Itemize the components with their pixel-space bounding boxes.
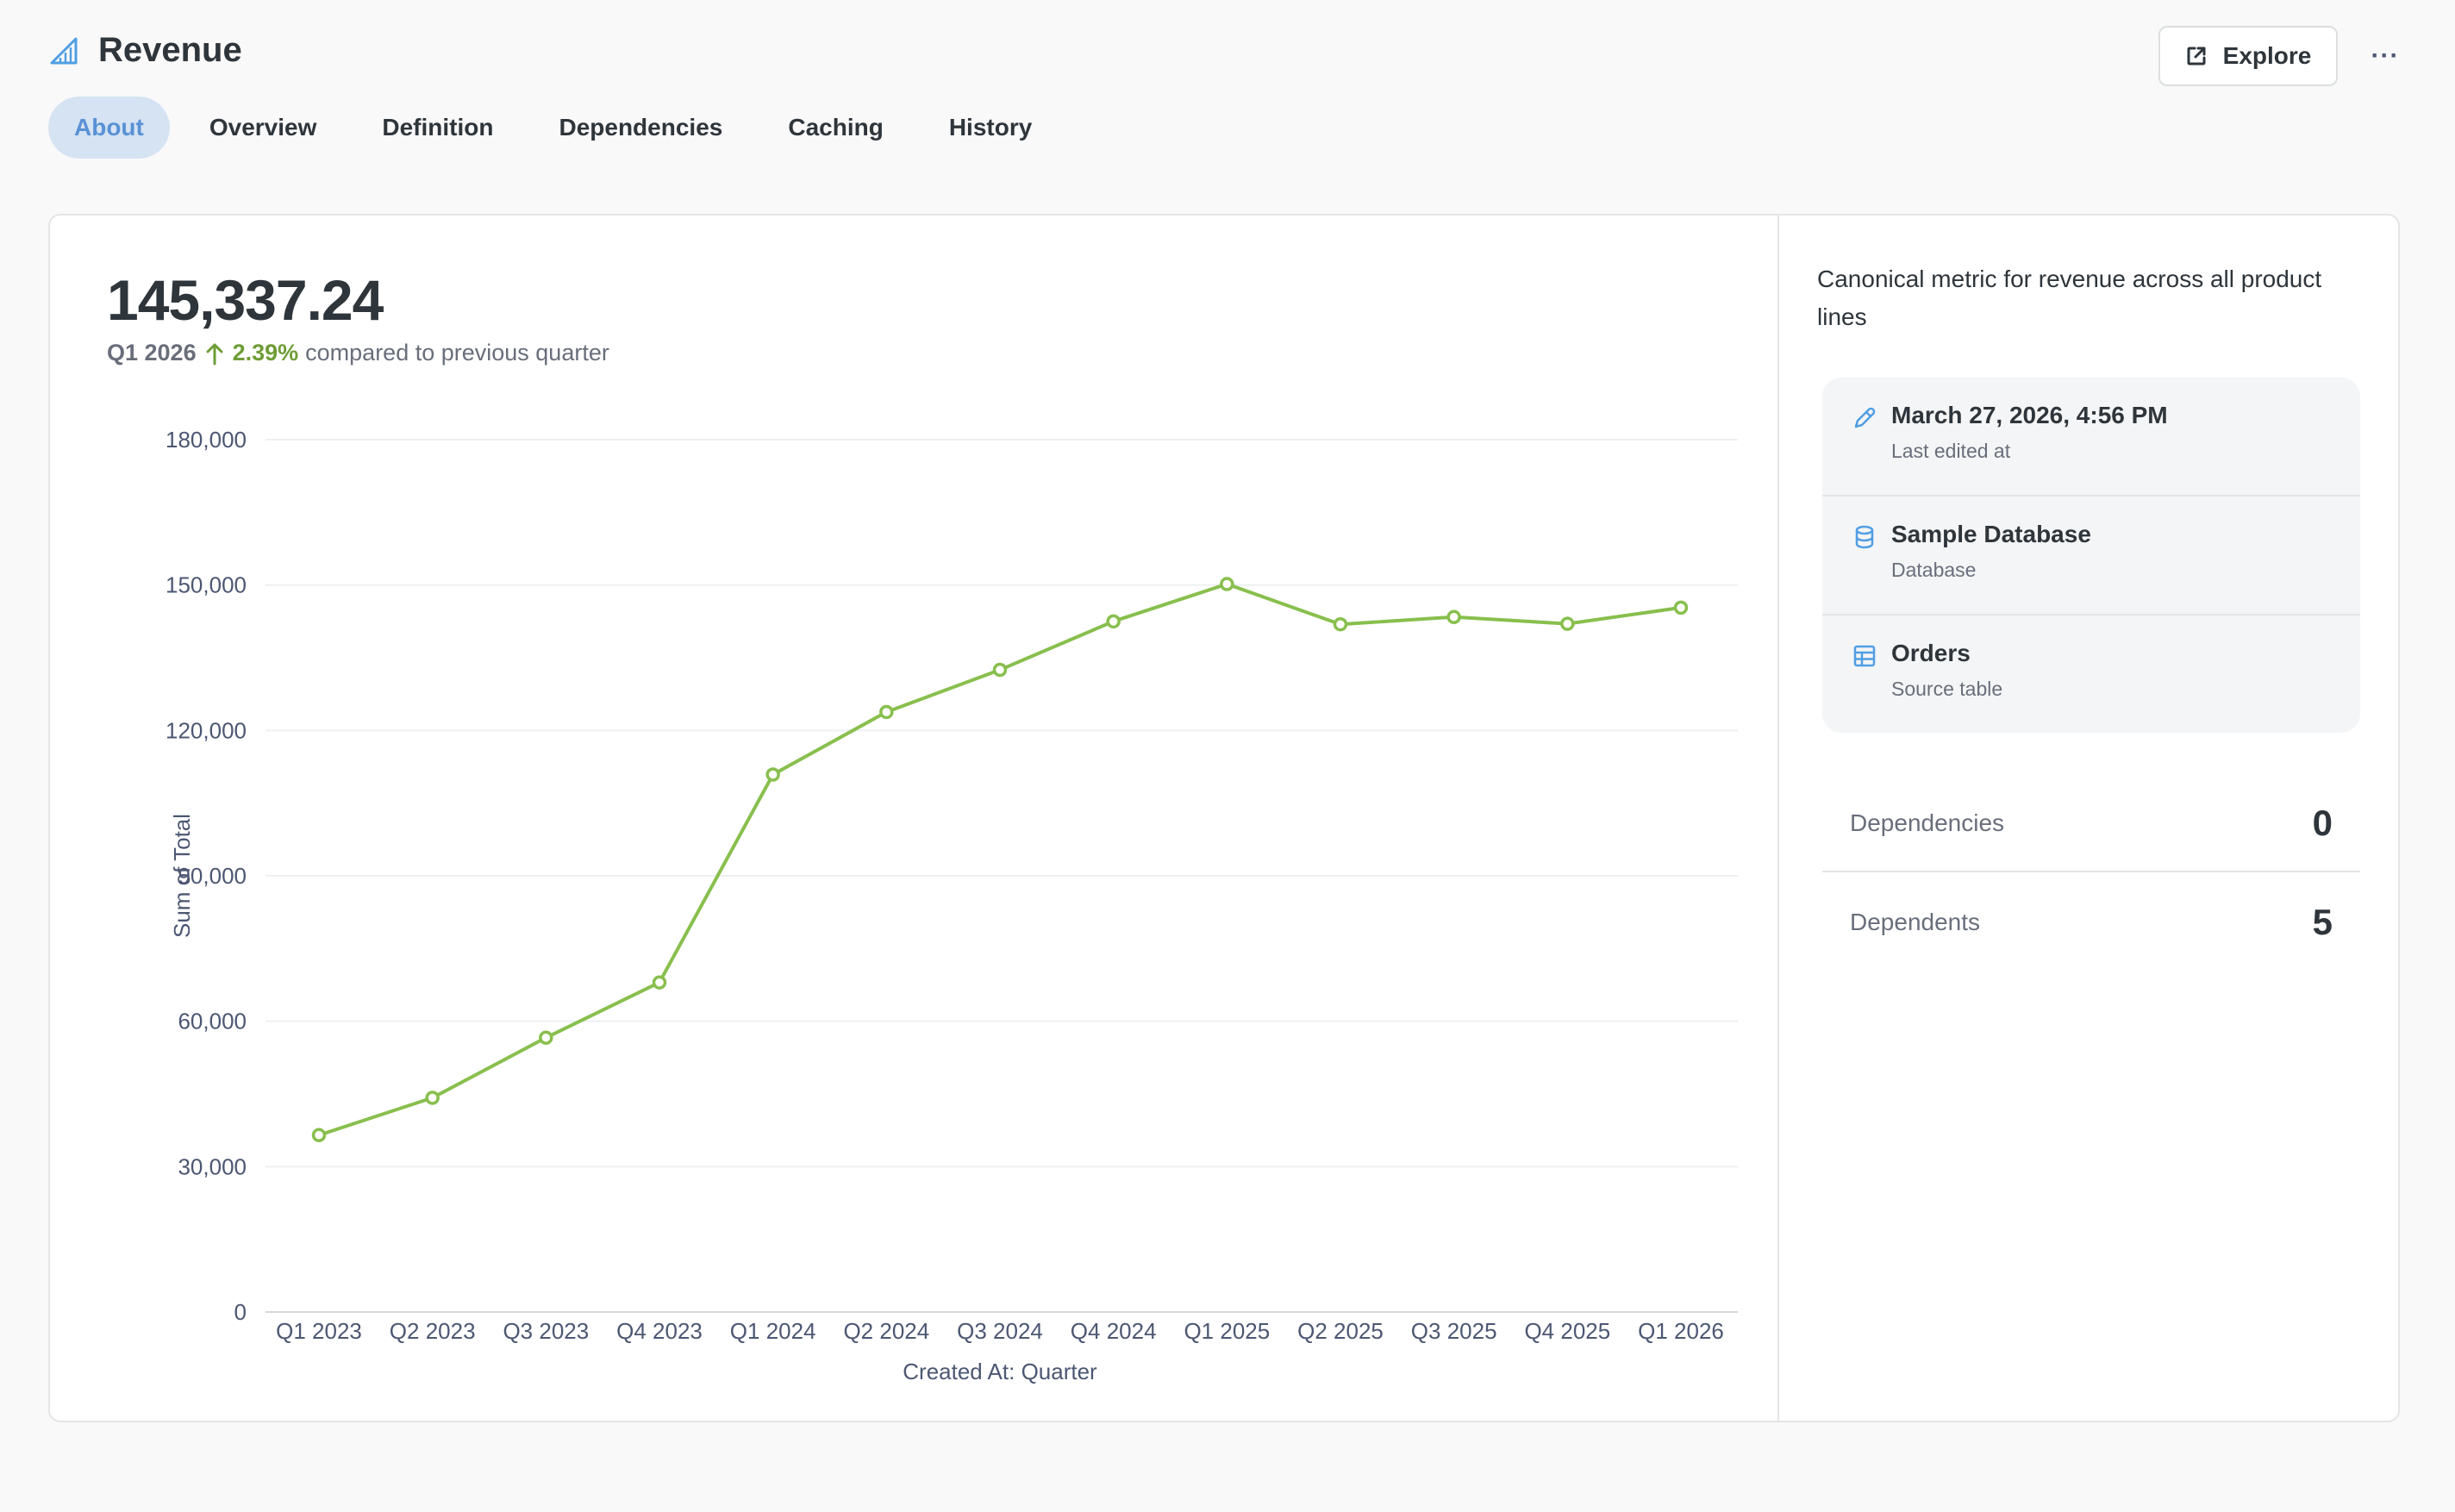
info-box: March 27, 2026, 4:56 PM Last edited at S… — [1822, 378, 2360, 733]
data-point — [765, 767, 780, 782]
explore-label: Explore — [2222, 42, 2312, 69]
dependents-count: 5 — [2312, 902, 2333, 942]
tab-overview[interactable]: Overview — [209, 114, 317, 141]
dependents-label: Dependents — [1850, 909, 1981, 935]
explore-button[interactable]: Explore — [2158, 26, 2338, 86]
x-tick-label: Q1 2025 — [1184, 1318, 1270, 1344]
data-point — [1220, 577, 1234, 591]
source-table-value: Orders — [1891, 640, 1971, 666]
x-tick-label: Q4 2025 — [1524, 1318, 1610, 1344]
stat-dependencies[interactable]: Dependencies 0 — [1822, 776, 2360, 872]
x-tick-label: Q2 2025 — [1297, 1318, 1384, 1344]
data-point — [1446, 609, 1461, 625]
x-tick-label: Q1 2026 — [1638, 1318, 1724, 1344]
x-tick-label: Q4 2024 — [1071, 1318, 1157, 1344]
x-axis-label: Created At: Quarter — [903, 1359, 1097, 1384]
title-group: Revenue — [48, 31, 242, 70]
info-row-database[interactable]: Sample Database Database — [1822, 495, 2360, 612]
data-point — [1333, 616, 1348, 632]
info-row-source-table[interactable]: Orders Source table — [1822, 614, 2360, 731]
page-title: Revenue — [98, 31, 242, 69]
x-tick-label: Q4 2023 — [616, 1318, 703, 1344]
y-tick-label: 90,000 — [178, 863, 247, 889]
x-tick-label: Q3 2025 — [1411, 1318, 1497, 1344]
data-point — [1560, 616, 1575, 631]
metric-card: 145,337.24 Q1 2026 2.39% compared to pre… — [48, 214, 2400, 1422]
metric-icon — [50, 37, 78, 64]
pencil-icon — [1854, 407, 1876, 428]
data-point — [992, 662, 1008, 678]
chart-pane: 145,337.24 Q1 2026 2.39% compared to pre… — [50, 216, 1779, 1421]
x-tick-label: Q2 2024 — [843, 1318, 929, 1344]
y-tick-label: 120,000 — [166, 717, 247, 743]
database-value: Sample Database — [1891, 521, 2091, 547]
y-tick-label: 150,000 — [166, 572, 247, 598]
tab-caching[interactable]: Caching — [788, 114, 884, 141]
x-tick-label: Q1 2023 — [276, 1318, 362, 1344]
info-row-last-edited: March 27, 2026, 4:56 PM Last edited at — [1822, 378, 2360, 495]
data-point — [652, 975, 667, 990]
stat-dependents[interactable]: Dependents 5 — [1822, 874, 2360, 971]
tab-history[interactable]: History — [948, 114, 1033, 141]
arrow-up-icon — [206, 343, 223, 365]
comparison-period: Q1 2026 — [107, 340, 197, 366]
data-point — [1673, 600, 1689, 615]
tab-bar: About Overview Definition Dependencies C… — [48, 97, 1068, 159]
data-point — [539, 1030, 553, 1046]
source-table-label: Source table — [1891, 678, 2003, 700]
database-icon — [1855, 525, 1874, 549]
y-tick-label: 30,000 — [178, 1153, 247, 1179]
table-icon — [1853, 645, 1876, 667]
y-axis-label: Sum of Total — [169, 814, 195, 938]
metric-comparison: Q1 2026 2.39% compared to previous quart… — [107, 340, 609, 366]
database-label: Database — [1891, 559, 1977, 581]
external-link-icon — [2187, 47, 2206, 66]
last-edited-label: Last edited at — [1891, 440, 2011, 462]
more-options-button[interactable]: ··· — [2364, 34, 2407, 78]
y-tick-label: 60,000 — [178, 1009, 247, 1034]
x-tick-label: Q1 2024 — [730, 1318, 816, 1344]
y-tick-label: 180,000 — [166, 427, 247, 453]
x-tick-label: Q2 2023 — [390, 1318, 476, 1344]
tab-dependencies[interactable]: Dependencies — [559, 114, 723, 141]
change-percent: 2.39% — [232, 340, 299, 366]
revenue-line-chart: 0 30,000 60,000 90,000 120,000 150,000 180,000… — [166, 427, 1738, 1384]
tab-definition[interactable]: Definition — [382, 114, 494, 141]
dependencies-label: Dependencies — [1850, 809, 2005, 836]
x-tick-label: Q3 2023 — [503, 1318, 589, 1344]
metric-value: 145,337.24 — [107, 268, 384, 332]
y-tick-label: 0 — [234, 1299, 247, 1325]
ellipsis-icon: ··· — [2371, 41, 2400, 70]
x-tick-label: Q3 2024 — [957, 1318, 1043, 1344]
tab-about[interactable]: About — [48, 97, 170, 159]
change-text: compared to previous quarter — [305, 340, 609, 366]
page-header: Revenue Explore ··· — [48, 26, 2407, 103]
data-point — [1106, 614, 1121, 629]
dependencies-count: 0 — [2312, 803, 2333, 843]
last-edited-value: March 27, 2026, 4:56 PM — [1891, 402, 2168, 428]
metric-description: Canonical metric for revenue across all … — [1817, 266, 2322, 330]
data-point — [879, 704, 894, 720]
data-point — [311, 1128, 327, 1143]
details-pane: Canonical metric for revenue across all … — [1781, 216, 2398, 1421]
data-point — [425, 1090, 440, 1105]
